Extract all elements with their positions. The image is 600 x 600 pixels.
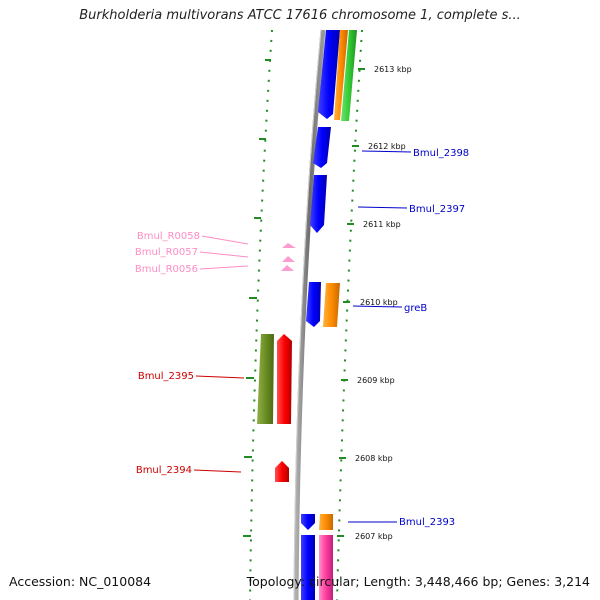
- gene-label-text[interactable]: Bmul_2397: [409, 204, 465, 215]
- gene-label-greb[interactable]: greB: [352, 303, 427, 314]
- cds-feature-blue[interactable]: [310, 175, 327, 233]
- gene-label-bmul-r0057[interactable]: Bmul_R0057: [135, 247, 249, 258]
- genome-summary-text: Topology: circular; Length: 3,448,466 bp…: [246, 574, 590, 589]
- gene-label-bmul-2397[interactable]: Bmul_2397: [357, 204, 465, 215]
- cds-feature-red[interactable]: [275, 461, 289, 482]
- tick-label: 2610 kbp: [360, 298, 398, 307]
- gene-label-bmul-r0058[interactable]: Bmul_R0058: [137, 231, 249, 245]
- gene-label-bmul-2394[interactable]: Bmul_2394: [136, 465, 242, 476]
- tick-label: 2609 kbp: [357, 376, 395, 385]
- genome-backbone: [293, 29, 326, 600]
- cds-feature-orange[interactable]: [334, 30, 348, 120]
- gene-label-bmul-r0056[interactable]: Bmul_R0056: [135, 264, 249, 275]
- tick-label: 2612 kbp: [368, 142, 406, 151]
- tick-label: 2613 kbp: [374, 65, 412, 74]
- gene-label-bmul-2393[interactable]: Bmul_2393: [348, 517, 455, 528]
- outer-tick-ring: [336, 29, 363, 600]
- inner-ticks: [243, 59, 271, 537]
- scale-tick: 2610 kbp: [343, 298, 398, 307]
- rna-feature[interactable]: [281, 265, 294, 271]
- inner-tick-ring: [249, 29, 273, 600]
- cds-feature-blue[interactable]: [306, 282, 321, 327]
- cds-feature-green[interactable]: [341, 30, 357, 121]
- rna-feature[interactable]: [282, 256, 295, 262]
- scale-tick: 2613 kbp: [358, 65, 412, 74]
- gene-label-text[interactable]: Bmul_2395: [138, 371, 194, 382]
- tick-label: 2611 kbp: [363, 220, 401, 229]
- gene-label-text[interactable]: greB: [404, 303, 427, 314]
- cds-feature-blue[interactable]: [318, 30, 340, 119]
- cds-feature-blue[interactable]: [301, 535, 315, 600]
- cds-feature-orange[interactable]: [319, 514, 333, 530]
- gene-label-text[interactable]: Bmul_R0058: [137, 231, 200, 242]
- cds-feature-red[interactable]: [277, 334, 292, 424]
- accession-text: Accession: NC_010084: [9, 574, 152, 589]
- gene-label-text[interactable]: Bmul_2393: [399, 517, 455, 528]
- gene-label-text[interactable]: Bmul_2394: [136, 465, 192, 476]
- tick-label: 2607 kbp: [355, 532, 393, 541]
- cds-feature-olive[interactable]: [257, 334, 274, 424]
- scale-tick: 2612 kbp: [352, 142, 406, 151]
- scale-tick: 2607 kbp: [337, 532, 393, 541]
- rna-feature[interactable]: [282, 243, 296, 248]
- gene-label-text[interactable]: Bmul_R0056: [135, 264, 198, 275]
- gene-label-text[interactable]: Bmul_R0057: [135, 247, 198, 258]
- gene-label-text[interactable]: Bmul_2398: [413, 148, 469, 159]
- gene-label-bmul-2395[interactable]: Bmul_2395: [138, 371, 245, 382]
- tick-label: 2608 kbp: [355, 454, 393, 463]
- cds-feature-pink[interactable]: [319, 535, 333, 600]
- cds-feature-blue[interactable]: [301, 514, 315, 530]
- gene-label-bmul-2398[interactable]: Bmul_2398: [361, 148, 469, 159]
- scale-tick: 2611 kbp: [347, 220, 401, 229]
- scale-tick: 2609 kbp: [341, 376, 395, 385]
- map-title: Burkholderia multivorans ATCC 17616 chro…: [79, 8, 521, 23]
- cds-feature-blue[interactable]: [313, 127, 331, 168]
- scale-tick: 2608 kbp: [339, 454, 393, 463]
- cds-feature-orange[interactable]: [323, 283, 340, 327]
